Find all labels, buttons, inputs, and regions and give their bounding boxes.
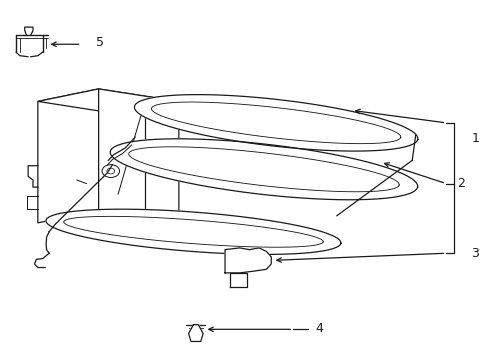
Polygon shape — [134, 95, 417, 151]
Text: 3: 3 — [470, 247, 478, 260]
Polygon shape — [46, 209, 340, 255]
Text: 5: 5 — [96, 36, 104, 49]
Polygon shape — [224, 248, 271, 273]
Text: 2: 2 — [456, 177, 464, 190]
Polygon shape — [110, 139, 417, 200]
Polygon shape — [38, 89, 179, 114]
Polygon shape — [188, 325, 203, 342]
Polygon shape — [229, 273, 246, 287]
Text: 4: 4 — [314, 322, 322, 335]
Polygon shape — [99, 89, 179, 223]
Text: 1: 1 — [470, 132, 478, 145]
Polygon shape — [38, 89, 99, 223]
